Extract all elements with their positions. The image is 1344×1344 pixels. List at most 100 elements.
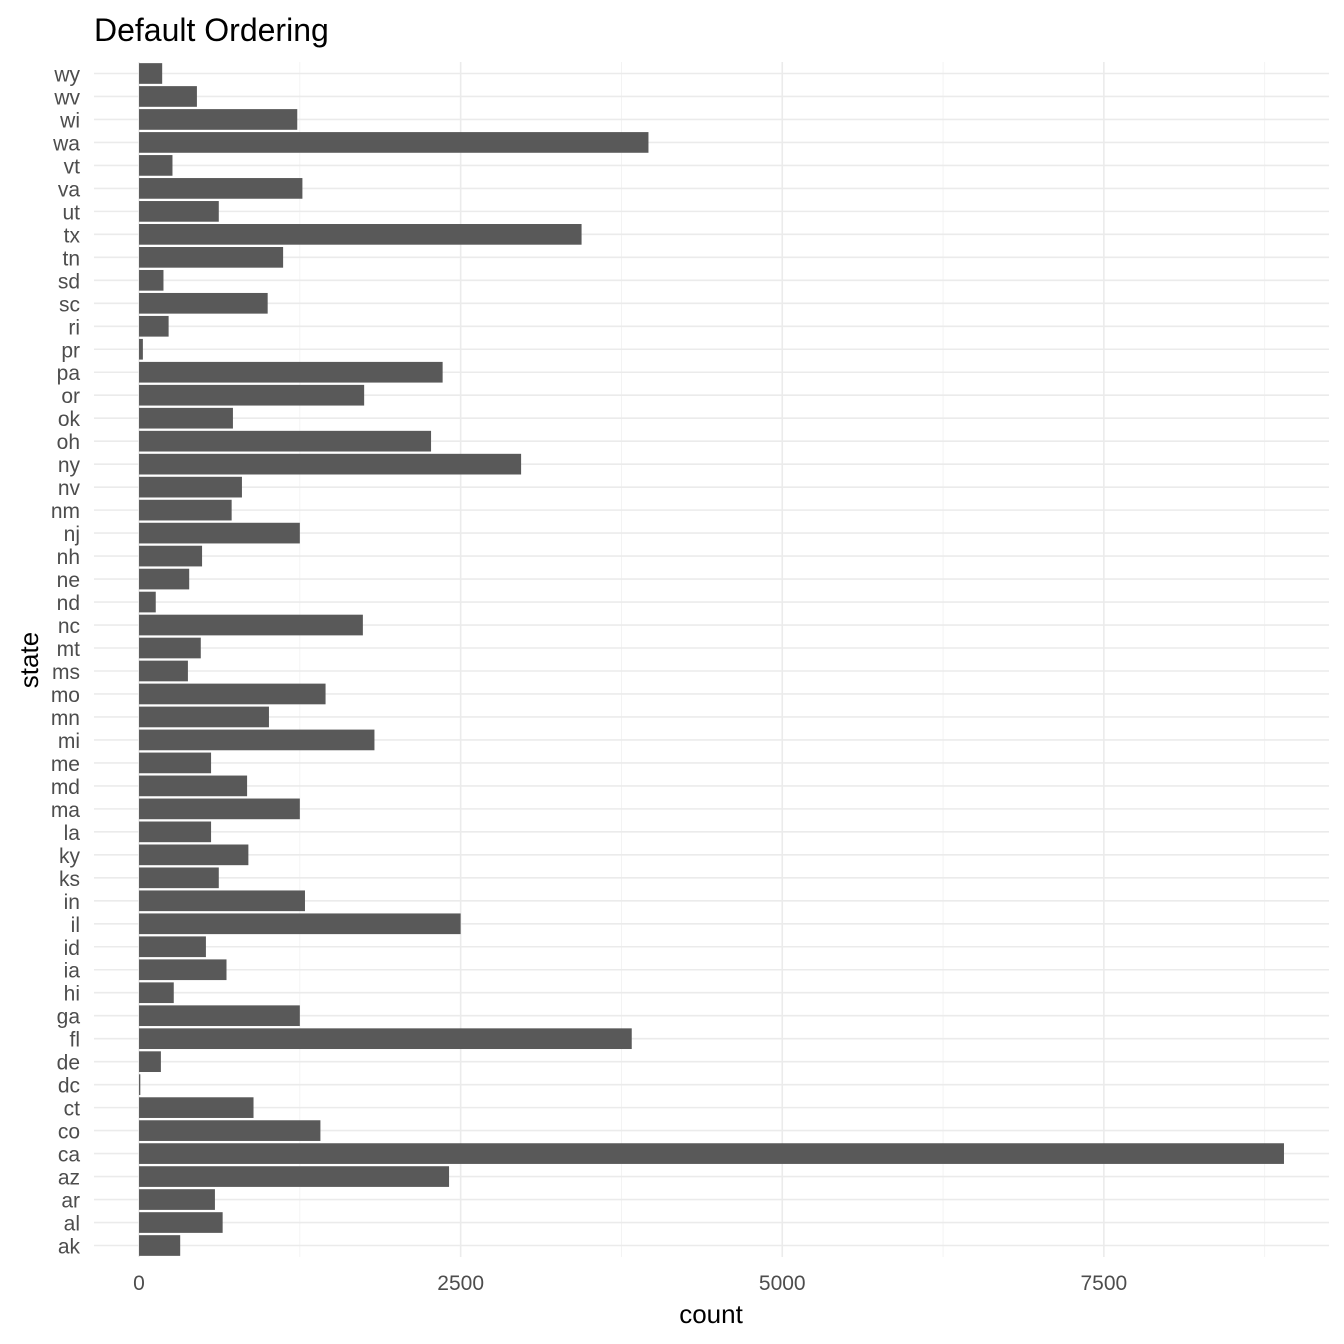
bar-de [139,1051,161,1073]
y-tick-label-hi: hi [64,983,80,1006]
y-tick-label-wy: wy [53,63,80,86]
y-tick-label-ga: ga [57,1006,81,1029]
y-tick-label-al: al [64,1213,80,1236]
bar-ky [139,844,249,866]
y-tick-label-ny: ny [58,454,81,477]
bar-wy [139,63,163,84]
bar-tx [139,224,582,245]
bar-ny [139,453,522,475]
bar-ia [139,959,227,981]
y-tick-label-wv: wv [53,86,80,109]
bar-co [139,1120,321,1141]
bar-me [139,752,212,774]
x-tick-label: 2500 [437,1272,484,1295]
y-tick-label-ma: ma [51,799,80,822]
y-tick-label-fl: fl [70,1029,81,1052]
bar-az [139,1166,450,1187]
bar-ga [139,1005,300,1027]
bar-la [139,821,212,843]
bar-dc [139,1074,141,1095]
y-tick-label-nj: nj [64,523,80,546]
x-axis-title: count [679,1299,743,1329]
bar-in [139,890,305,912]
y-tick-label-ms: ms [52,661,80,684]
y-tick-label-nd: nd [57,592,80,615]
bar-ut [139,201,219,222]
bar-nj [139,522,300,544]
y-tick-label-mt: mt [57,638,80,661]
bar-fl [139,1028,632,1050]
bar-ms [139,660,188,682]
y-tick-label-pa: pa [57,362,81,385]
y-tick-label-me: me [51,753,80,776]
y-tick-label-la: la [64,822,81,845]
x-tick-label: 5000 [759,1272,806,1295]
y-tick-label-or: or [61,385,80,408]
y-tick-label-dc: dc [58,1075,80,1098]
bar-nc [139,614,363,636]
y-tick-label-mi: mi [58,730,80,753]
y-tick-label-ri: ri [68,316,80,339]
y-tick-label-ne: ne [57,569,80,592]
y-tick-label-tn: tn [62,247,80,270]
bar-wi [139,109,298,130]
bar-id [139,936,206,958]
bar-nv [139,476,242,498]
bar-nh [139,545,203,567]
y-tick-label-id: id [64,937,80,960]
bar-wv [139,86,197,107]
bar-tn [139,246,284,268]
y-tick-label-ia: ia [64,960,81,983]
y-tick-label-nm: nm [51,500,80,523]
bar-mi [139,729,375,751]
y-tick-label-ks: ks [59,868,80,891]
bar-ar [139,1189,215,1210]
bar-ct [139,1097,254,1118]
y-tick-label-mo: mo [51,684,80,707]
bar-sd [139,269,164,291]
y-tick-label-ak: ak [58,1236,81,1259]
bar-hi [139,982,174,1004]
bar-vt [139,155,173,176]
y-tick-label-sc: sc [59,293,80,316]
y-tick-label-ca: ca [58,1144,81,1167]
bar-il [139,913,461,935]
y-tick-label-nc: nc [58,615,80,638]
y-tick-label-in: in [64,891,80,914]
bar-oh [139,430,432,452]
y-tick-label-nv: nv [58,477,81,500]
x-tick-labels: 0 2500 5000 7500 [133,1272,1127,1295]
y-tick-label-sd: sd [58,270,80,293]
bar-ok [139,407,233,429]
y-tick-label-pr: pr [61,339,80,362]
bar-al [139,1212,223,1233]
y-tick-label-vt: vt [64,155,81,178]
y-tick-label-ct: ct [64,1098,81,1121]
y-tick-label-wa: wa [52,132,80,155]
y-tick-label-il: il [71,914,80,937]
bar-ca [139,1143,1284,1164]
bar-ri [139,315,169,337]
y-tick-label-va: va [58,178,81,201]
bar-mo [139,683,326,705]
y-tick-label-wi: wi [59,109,80,132]
y-tick-labels: akalarazcacoctdcdeflgahiiaidilinkskylama… [51,63,81,1258]
x-tick-label: 0 [133,1272,145,1295]
bar-mt [139,637,201,659]
y-tick-label-ut: ut [62,201,80,224]
y-tick-label-ky: ky [59,845,81,868]
bar-va [139,178,303,199]
y-tick-label-tx: tx [64,224,81,247]
bar-sc [139,292,268,314]
bar-pr [139,338,143,360]
bar-nm [139,499,232,521]
bar-nd [139,591,156,613]
y-axis-title: state [14,632,44,688]
bar-wa [139,132,649,153]
y-tick-label-oh: oh [57,431,80,454]
chart-title: Default Ordering [94,12,329,48]
y-tick-label-az: az [58,1167,80,1190]
bar-ma [139,798,300,820]
bar-pa [139,361,443,383]
